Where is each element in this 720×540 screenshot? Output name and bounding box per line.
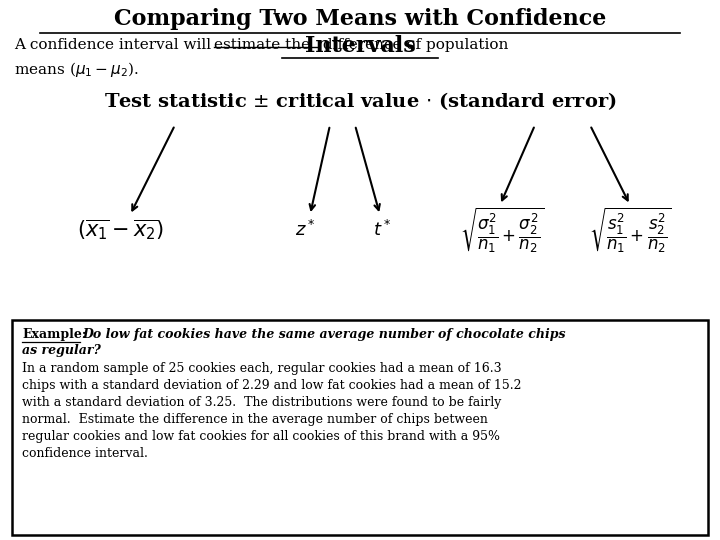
Text: $t^*$: $t^*$ bbox=[373, 220, 392, 240]
Text: chips with a standard deviation of 2.29 and low fat cookies had a mean of 15.2: chips with a standard deviation of 2.29 … bbox=[22, 379, 521, 392]
Text: regular cookies and low fat cookies for all cookies of this brand with a 95%: regular cookies and low fat cookies for … bbox=[22, 430, 500, 443]
Text: $z^*$: $z^*$ bbox=[294, 220, 315, 240]
Text: $\sqrt{\dfrac{\sigma_1^2}{n_1} + \dfrac{\sigma_2^2}{n_2}}$: $\sqrt{\dfrac{\sigma_1^2}{n_1} + \dfrac{… bbox=[460, 205, 544, 255]
Text: difference of population: difference of population bbox=[318, 38, 508, 52]
Text: Do low fat cookies have the same average number of chocolate chips: Do low fat cookies have the same average… bbox=[82, 328, 565, 341]
Text: confidence interval.: confidence interval. bbox=[22, 447, 148, 460]
Text: A confidence interval will: A confidence interval will bbox=[14, 38, 216, 52]
Text: estimate the: estimate the bbox=[214, 38, 310, 52]
Text: In a random sample of 25 cookies each, regular cookies had a mean of 16.3: In a random sample of 25 cookies each, r… bbox=[22, 362, 502, 375]
Bar bbox=[12, 320, 708, 535]
Text: Intervals: Intervals bbox=[305, 35, 415, 57]
Text: Example:: Example: bbox=[22, 328, 86, 341]
Text: with a standard deviation of 3.25.  The distributions were found to be fairly: with a standard deviation of 3.25. The d… bbox=[22, 396, 501, 409]
Text: normal.  Estimate the difference in the average number of chips between: normal. Estimate the difference in the a… bbox=[22, 413, 488, 426]
Text: as regular?: as regular? bbox=[22, 344, 101, 357]
Text: Test statistic $\pm$ critical value $\cdot$ (standard error): Test statistic $\pm$ critical value $\cd… bbox=[104, 90, 616, 112]
Text: $(\overline{x_1} - \overline{x_2})$: $(\overline{x_1} - \overline{x_2})$ bbox=[77, 218, 163, 243]
Text: means ($\mu_1 - \mu_2$).: means ($\mu_1 - \mu_2$). bbox=[14, 60, 139, 79]
Text: $\sqrt{\dfrac{s_1^2}{n_1} + \dfrac{s_2^2}{n_2}}$: $\sqrt{\dfrac{s_1^2}{n_1} + \dfrac{s_2^2… bbox=[589, 205, 671, 255]
Text: Comparing Two Means with Confidence: Comparing Two Means with Confidence bbox=[114, 8, 606, 30]
